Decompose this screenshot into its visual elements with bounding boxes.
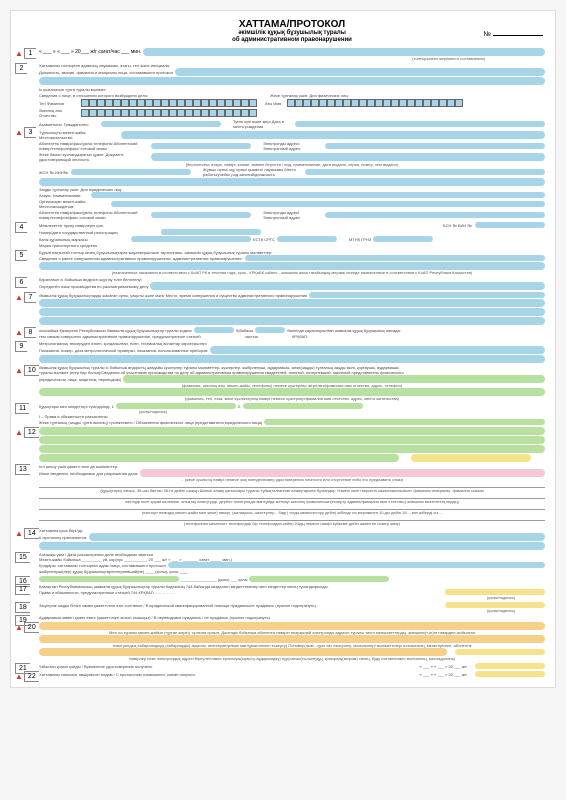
rights-sig-2[interactable]	[243, 403, 363, 409]
section-12-explanation: 12	[39, 427, 545, 462]
explanation-4[interactable]	[39, 454, 399, 462]
entity-name[interactable]	[91, 192, 545, 198]
notif-line-1	[39, 622, 545, 630]
title: ХАТТАМА/ПРОТОКОЛ	[39, 19, 545, 30]
official-field[interactable]	[175, 68, 545, 76]
place-field[interactable]	[143, 48, 545, 56]
place-note: (толтырылған жері/место составления)	[39, 56, 545, 61]
section-4-registration: 4 Мемлекеттік тіркеу нөмірлерін қоюБСН №…	[39, 222, 545, 248]
sig16-1[interactable]	[39, 576, 179, 582]
section-15-hearing: 15 Алғашқы үкім / Дата рассмотрения дела…	[39, 552, 545, 574]
explanation-3[interactable]	[39, 445, 545, 453]
explanation[interactable]	[264, 419, 545, 425]
section-20-notification: 20 Мен ол туралы мекен-жайын (тұрған жер…	[39, 622, 545, 661]
section-7-offense: 7 Әкімшілік құқық бұзушылықтарды жасаған…	[39, 292, 545, 325]
section-11-rights: 11 Құқықтары мен міндеттері түсіндірілді…	[39, 403, 545, 425]
notif-line-3	[39, 648, 447, 656]
section-6-language: 6 Қаралатын іс бойынша өндірісті жүргізу…	[39, 277, 545, 290]
section-17-rights744: 17 Қазақстан Республикасының әкімшілік қ…	[39, 584, 545, 600]
srts[interactable]	[277, 236, 337, 242]
other-info[interactable]	[140, 469, 545, 477]
section-14-attachments: 14 Хаттамаға қоса берілді: К протоколу п…	[39, 528, 545, 550]
entity-location[interactable]	[111, 201, 545, 207]
prior-offenses-2[interactable]	[39, 262, 545, 270]
instruments-2[interactable]	[39, 355, 545, 363]
instruments[interactable]	[210, 346, 545, 354]
article-num[interactable]	[194, 327, 234, 333]
section-10-participants: 10 Әкімшілік құқық бұзушылық туралы іс б…	[39, 365, 545, 401]
explanation-1[interactable]	[39, 427, 545, 435]
id-doc[interactable]	[151, 153, 545, 161]
offense-3[interactable]	[39, 317, 545, 325]
page-header: ХАТТАМА/ПРОТОКОЛ әкімшілік құқық бұзушыл…	[39, 19, 545, 44]
bin[interactable]	[475, 222, 545, 228]
entity-email[interactable]	[325, 212, 545, 218]
section-8-article: 8 осылайша Қазақстан Республикасы Әкімші…	[39, 327, 545, 339]
iin[interactable]	[71, 169, 191, 175]
state-reg[interactable]	[161, 229, 261, 235]
protocol-number: №	[484, 31, 543, 38]
participant-1[interactable]	[123, 375, 545, 383]
citizenship[interactable]	[101, 121, 221, 127]
residence[interactable]	[121, 131, 545, 139]
notif-line-2	[39, 635, 545, 643]
article-part[interactable]	[255, 327, 285, 333]
subtitle-ru: об административном правонарушении	[39, 37, 545, 44]
compiler-sig[interactable]	[168, 562, 545, 568]
date-template: « ___ » « ___ » 20___ ж/г сағат/час ___ …	[39, 49, 141, 55]
sig22[interactable]	[475, 671, 545, 677]
section-13-other: 13 Істі шешу үшін қажетті өзге де мәліме…	[39, 464, 545, 526]
workplace-2[interactable]	[39, 178, 545, 186]
explanation-2[interactable]	[39, 436, 545, 444]
grnz[interactable]	[373, 236, 433, 242]
vehicle-make[interactable]	[131, 236, 251, 242]
section-5-prior: 5 Бұрын нақтылай толтыр кезең бұзушылықт…	[39, 250, 545, 275]
surname-cells[interactable]	[81, 99, 257, 107]
official-field-2[interactable]	[39, 77, 545, 85]
attachments[interactable]	[89, 533, 545, 541]
section-16-sig: 16 ________________ (қолы) ___ қолы	[39, 576, 545, 582]
patronymic-cells[interactable]	[81, 109, 257, 117]
section-2-official: 2 Хаттаманы толтырған адамның лауазымы, …	[39, 63, 545, 85]
prior-offenses[interactable]	[245, 255, 545, 261]
rights-sig-1[interactable]	[116, 403, 236, 409]
section-9-instruments: 9 Метрологиялық тексеруден өткен, қолдан…	[39, 341, 545, 363]
section-1-date: 1 « ___ » « ___ » 20___ ж/г сағат/час __…	[39, 48, 545, 61]
sig21[interactable]	[475, 663, 545, 669]
offense-desc[interactable]	[309, 292, 545, 298]
section-22-acknowledged: 22 Хаттаманы танысып, көшірмесін алдам /…	[39, 671, 545, 677]
official-label-ru: Должность, звание, фамилия и инициалы ли…	[39, 70, 173, 75]
phone[interactable]	[151, 143, 251, 149]
sig16-2[interactable]	[249, 576, 389, 582]
protocol-page: ХАТТАМА/ПРОТОКОЛ әкімшілік құқық бұзушыл…	[10, 10, 556, 688]
entity-phone[interactable]	[151, 212, 251, 218]
section-18-legal-aid: 18 Заңгерлік заңды білікті көмек қажетті…	[39, 602, 545, 613]
sig20[interactable]	[455, 649, 545, 655]
offense-2[interactable]	[39, 308, 545, 316]
section-3-person: 3 Іс қозғалатын тұлға туралы мәлімет: Св…	[39, 87, 545, 220]
offense-1[interactable]	[39, 299, 545, 307]
attachments-2[interactable]	[39, 542, 545, 550]
birth[interactable]	[295, 121, 545, 127]
section-19-translator: 19 Аудармашы көмегі қажет емес (қажеттіл…	[39, 615, 545, 620]
participant-2[interactable]	[39, 388, 545, 396]
language[interactable]	[150, 282, 545, 290]
name-cells[interactable]	[287, 99, 463, 107]
section-21-temp-id: 21 Үзбастан қолын қойды / Временное удос…	[39, 663, 545, 669]
sig-yellow[interactable]	[411, 454, 531, 462]
workplace[interactable]	[305, 169, 545, 175]
email[interactable]	[325, 143, 545, 149]
